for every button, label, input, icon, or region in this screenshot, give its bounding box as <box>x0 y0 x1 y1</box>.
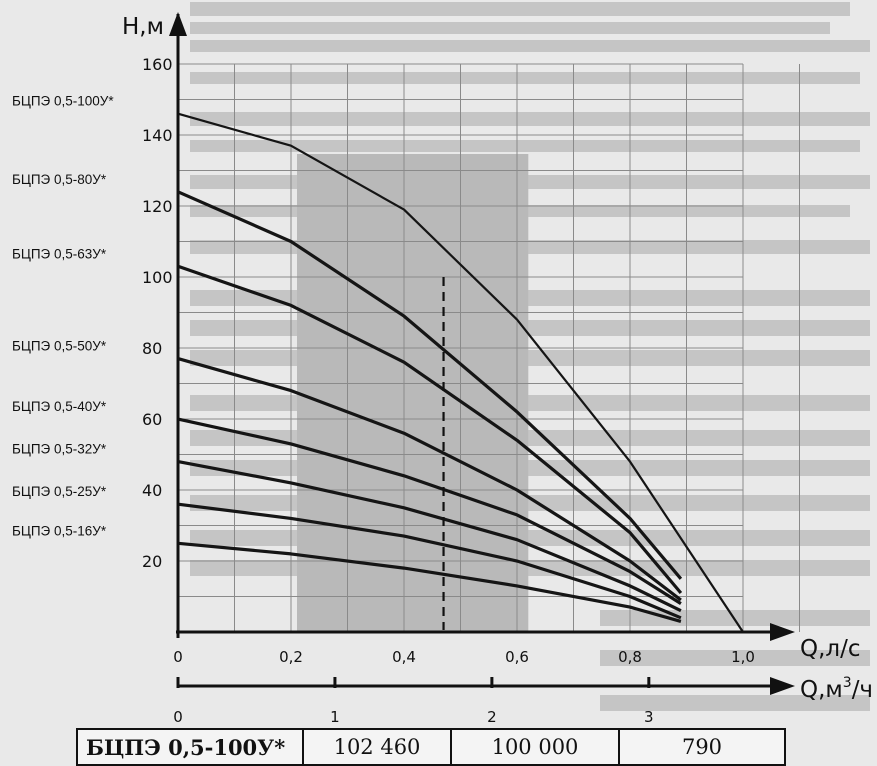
series-line <box>177 460 682 613</box>
y-tick-label: 20 <box>142 552 162 571</box>
y-tick-label: 60 <box>142 410 162 429</box>
x2-axis-arrow <box>770 677 795 695</box>
y-axis-arrow <box>169 12 187 36</box>
y-tick-label: 100 <box>142 268 173 287</box>
working-zone <box>297 154 529 632</box>
series-label: БЦПЭ 0,5-16У* <box>12 523 107 538</box>
x-tick-label: 0,4 <box>392 648 416 666</box>
y-tick-label: 120 <box>142 197 173 216</box>
x-axis-title: Q,л/с <box>800 636 861 662</box>
pump-curves <box>177 112 744 633</box>
y-tick-label: 80 <box>142 339 162 358</box>
series-line <box>177 541 682 623</box>
x-axis-arrow <box>770 623 795 641</box>
series-line <box>177 357 682 602</box>
series-label: БЦПЭ 0,5-25У* <box>12 484 107 499</box>
series-label: БЦПЭ 0,5-40У* <box>12 399 107 414</box>
x-tick-label: 0,6 <box>505 648 529 666</box>
table-cell-pump: БЦПЭ 0,5-100У* <box>76 728 304 766</box>
x2-axis-title-tail: /ч <box>852 677 873 703</box>
x-tick-label: 1,0 <box>731 648 755 666</box>
x2-tick-label: 3 <box>644 708 654 726</box>
x-tick-label: 0 <box>173 648 183 666</box>
y-tick-label: 40 <box>142 481 162 500</box>
table-cell-value3: 790 <box>618 728 786 766</box>
y-tick-label: 140 <box>142 126 173 145</box>
table-cell-value2: 100 000 <box>450 728 620 766</box>
series-line <box>177 112 744 633</box>
series-line <box>177 190 683 580</box>
table-row: БЦПЭ 0,5-100У* 102 460 100 000 790 <box>76 728 786 766</box>
labels: БЦПЭ 0,5-100У* БЦПЭ 0,5-80У* БЦПЭ 0,5-63У*… <box>12 55 755 726</box>
series-label: БЦПЭ 0,5-32У* <box>12 442 107 457</box>
series-label: БЦПЭ 0,5-100У* <box>12 94 114 109</box>
axes <box>169 12 795 695</box>
working-zone-fill <box>297 154 529 632</box>
pump-price-table: БЦПЭ 0,5-100У* 102 460 100 000 790 <box>76 728 786 766</box>
series-label: БЦПЭ 0,5-50У* <box>12 339 107 354</box>
x2-tick-label: 1 <box>330 708 340 726</box>
y-tick-label: 160 <box>142 55 173 74</box>
x2-axis-title-main: Q,м <box>800 677 843 703</box>
x2-axis-title: Q,м3/ч <box>800 675 873 703</box>
series-label: БЦПЭ 0,5-63У* <box>12 246 107 261</box>
grid-lines <box>178 63 800 632</box>
x2-axis-title-sup: 3 <box>843 675 852 691</box>
y-axis-title: H,м <box>122 14 164 40</box>
series-line <box>177 502 682 620</box>
series-line <box>177 417 682 605</box>
table-cell-value1: 102 460 <box>302 728 452 766</box>
series-line <box>177 264 683 595</box>
series-label: БЦПЭ 0,5-80У* <box>12 172 107 187</box>
x2-tick-label: 0 <box>173 708 183 726</box>
x2-tick-label: 2 <box>487 708 497 726</box>
x-tick-label: 0,2 <box>279 648 303 666</box>
x-tick-label: 0,8 <box>618 648 642 666</box>
